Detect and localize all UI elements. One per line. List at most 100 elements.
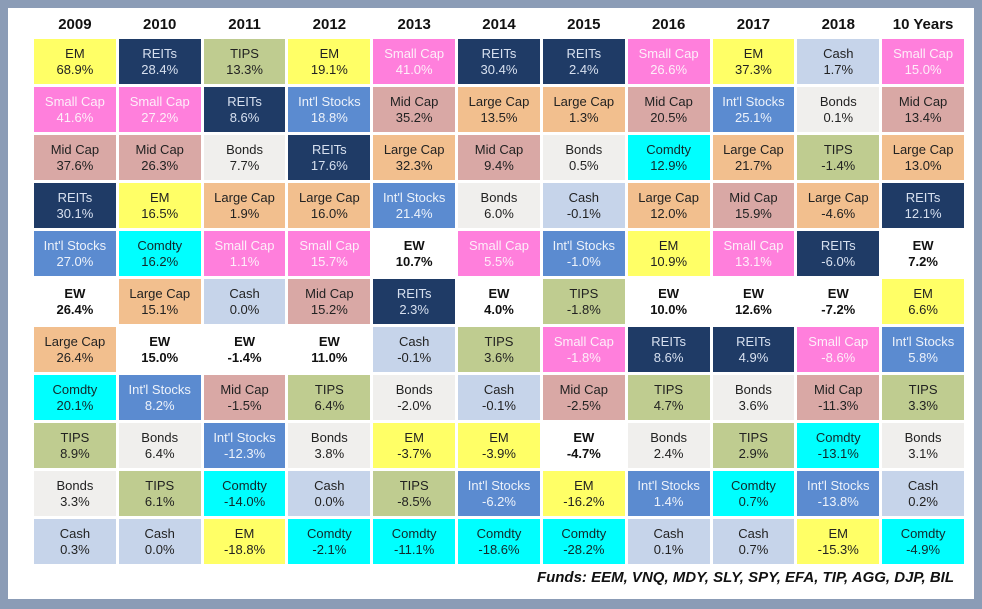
asset-name: Small Cap bbox=[384, 45, 445, 61]
return-cell: REITs 30.4% bbox=[458, 39, 540, 84]
asset-name: Cash bbox=[907, 477, 939, 493]
return-cell: Comdty 20.1% bbox=[34, 375, 116, 420]
return-cell: Mid Cap -1.5% bbox=[203, 375, 286, 420]
return-cell: EM -3.9% bbox=[458, 423, 540, 468]
asset-return: 0.0% bbox=[144, 541, 175, 557]
asset-return: -18.6% bbox=[478, 541, 520, 557]
return-cell: EM -3.7% bbox=[373, 423, 456, 468]
return-cell: Large Cap 13.0% bbox=[882, 135, 964, 180]
return-cell: EM 19.1% bbox=[288, 39, 371, 84]
asset-name: Bonds bbox=[650, 429, 688, 445]
asset-return: 19.1% bbox=[310, 61, 348, 77]
asset-return: 17.6% bbox=[310, 157, 348, 173]
asset-return: 2.4% bbox=[653, 445, 684, 461]
return-cell: REITs -6.0% bbox=[797, 231, 880, 276]
return-cell: REITs 12.1% bbox=[882, 183, 964, 228]
asset-return: -28.2% bbox=[563, 541, 605, 557]
asset-return: 3.8% bbox=[314, 445, 345, 461]
return-cell: Large Cap 21.7% bbox=[712, 135, 795, 180]
return-cell: Small Cap -8.6% bbox=[797, 327, 880, 372]
asset-return: -0.1% bbox=[397, 349, 432, 365]
asset-name: EW bbox=[742, 285, 764, 301]
asset-name: Mid Cap bbox=[474, 141, 524, 157]
asset-name: Small Cap bbox=[44, 93, 105, 109]
asset-return: 15.1% bbox=[141, 301, 179, 317]
asset-return: 26.3% bbox=[141, 157, 179, 173]
asset-return: 2.3% bbox=[399, 301, 429, 317]
asset-return: 0.7% bbox=[738, 541, 769, 557]
asset-return: 0.5% bbox=[568, 157, 599, 173]
asset-name: Cash bbox=[398, 333, 430, 349]
asset-name: Cash bbox=[738, 525, 769, 541]
asset-name: Large Cap bbox=[638, 189, 699, 205]
asset-return: -12.3% bbox=[223, 445, 266, 461]
return-cell: Mid Cap -2.5% bbox=[542, 375, 625, 420]
asset-return: 37.3% bbox=[735, 61, 772, 77]
return-cell: EW -7.2% bbox=[797, 279, 880, 324]
asset-return: -1.0% bbox=[566, 253, 601, 269]
asset-return: 13.3% bbox=[226, 61, 263, 77]
return-cell: Large Cap 13.5% bbox=[458, 87, 540, 132]
asset-return: 13.1% bbox=[735, 253, 772, 269]
asset-name: TIPS bbox=[145, 477, 175, 493]
return-cell: Comdty 0.7% bbox=[712, 471, 795, 516]
return-cell: EW 4.0% bbox=[458, 279, 540, 324]
asset-name: Bonds bbox=[735, 381, 772, 397]
return-cell: Large Cap 15.1% bbox=[118, 279, 201, 324]
return-cell: EM 10.9% bbox=[627, 231, 710, 276]
asset-name: EM bbox=[65, 45, 85, 61]
asset-name: REITs bbox=[566, 45, 602, 61]
asset-name: TIPS bbox=[908, 381, 938, 397]
return-cell: EM -18.8% bbox=[203, 519, 286, 564]
return-cell: Cash 0.0% bbox=[203, 279, 286, 324]
asset-name: Int'l Stocks bbox=[637, 477, 700, 493]
return-cell: Mid Cap -11.3% bbox=[797, 375, 880, 420]
asset-name: EM bbox=[743, 45, 764, 61]
asset-return: 4.7% bbox=[653, 397, 684, 413]
funds-footnote: Funds: EEM, VNQ, MDY, SLY, SPY, EFA, TIP… bbox=[536, 569, 954, 586]
return-cell: Bonds 3.1% bbox=[882, 423, 964, 468]
asset-name: EW bbox=[149, 333, 171, 349]
return-cell: EM 6.6% bbox=[882, 279, 964, 324]
asset-name: EW bbox=[403, 237, 425, 253]
return-cell: REITs 28.4% bbox=[118, 39, 201, 84]
asset-return: 18.8% bbox=[310, 109, 348, 125]
asset-return: 68.9% bbox=[56, 61, 94, 77]
return-cell: Comdty -28.2% bbox=[542, 519, 625, 564]
asset-name: TIPS bbox=[484, 333, 514, 349]
asset-return: 12.9% bbox=[650, 157, 688, 173]
asset-return: 41.6% bbox=[56, 109, 94, 125]
asset-return: -15.3% bbox=[817, 541, 859, 557]
asset-name: Small Cap bbox=[723, 237, 784, 253]
asset-return: 27.0% bbox=[56, 253, 94, 269]
asset-return: 6.4% bbox=[144, 445, 175, 461]
year-header: 2010 bbox=[143, 16, 177, 33]
return-cell: Large Cap 12.0% bbox=[627, 183, 710, 228]
asset-name: Int'l Stocks bbox=[298, 93, 361, 109]
asset-return: 8.9% bbox=[60, 445, 90, 461]
asset-name: EM bbox=[319, 45, 340, 61]
return-cell: REITs 2.4% bbox=[542, 39, 625, 84]
year-header: 2018 bbox=[821, 16, 855, 33]
asset-return: 0.0% bbox=[229, 301, 260, 317]
return-cell: EW 12.6% bbox=[712, 279, 795, 324]
asset-return: 7.2% bbox=[908, 253, 938, 269]
asset-return: 7.7% bbox=[229, 157, 260, 173]
asset-name: TIPS bbox=[569, 285, 599, 301]
asset-return: 25.1% bbox=[735, 109, 772, 125]
asset-name: REITs bbox=[905, 189, 941, 205]
asset-return: 0.2% bbox=[908, 493, 938, 509]
return-cell: Comdty -18.6% bbox=[458, 519, 540, 564]
asset-name: REITs bbox=[651, 333, 686, 349]
asset-name: Comdty bbox=[222, 477, 267, 493]
return-cell: EW 10.0% bbox=[627, 279, 710, 324]
asset-return: 26.4% bbox=[56, 349, 94, 365]
asset-return: 12.1% bbox=[904, 205, 942, 221]
return-cell: Small Cap 27.2% bbox=[118, 87, 201, 132]
asset-name: REITs bbox=[312, 141, 347, 157]
asset-return: -4.6% bbox=[821, 205, 856, 221]
return-cell: TIPS 6.1% bbox=[118, 471, 201, 516]
year-header: 2015 bbox=[567, 16, 601, 33]
asset-name: Int'l Stocks bbox=[43, 237, 107, 253]
asset-name: Bonds bbox=[480, 189, 518, 205]
